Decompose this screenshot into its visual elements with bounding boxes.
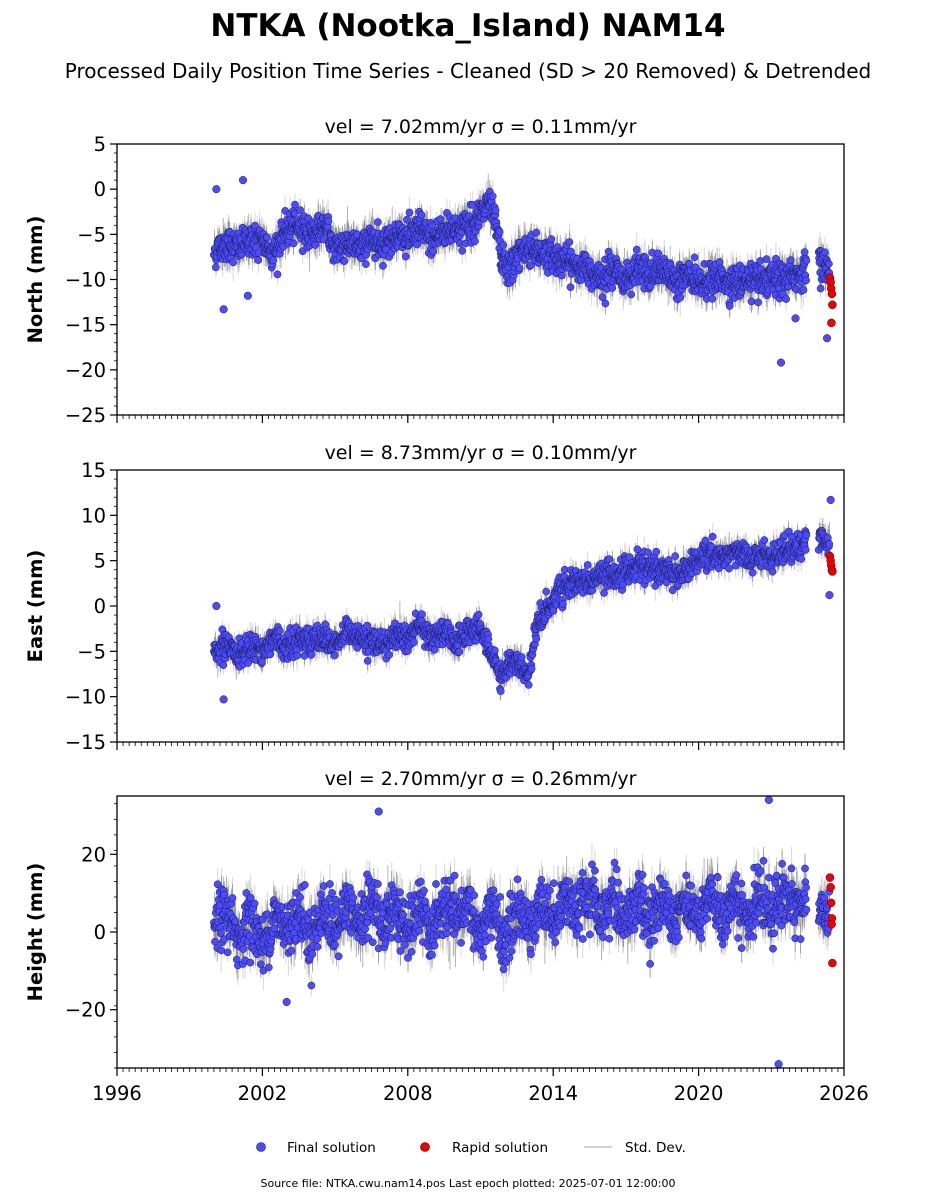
y-axis-label: North (mm)	[24, 216, 47, 344]
final-point	[291, 200, 299, 209]
final-point	[229, 258, 238, 267]
plot-area	[210, 173, 837, 367]
final-point-outlier	[822, 334, 832, 343]
final-point	[547, 235, 556, 243]
final-point	[495, 227, 504, 236]
final-point	[488, 192, 497, 201]
final-point	[429, 247, 437, 256]
final-point	[289, 239, 298, 248]
final-point	[802, 276, 810, 285]
final-point	[747, 297, 756, 306]
final-point	[379, 261, 387, 270]
final-point-outlier	[791, 314, 800, 323]
final-point	[402, 252, 410, 261]
final-point	[598, 293, 607, 302]
final-point	[601, 299, 610, 308]
final-point	[417, 211, 426, 219]
y-tick-label: −20	[65, 359, 106, 382]
final-point	[825, 260, 833, 268]
final-point	[715, 258, 724, 266]
y-tick-label: −15	[65, 314, 106, 337]
final-point	[296, 206, 304, 214]
y-tick-label: 5	[94, 133, 106, 156]
final-point	[405, 208, 414, 217]
final-point	[690, 253, 699, 262]
final-point	[273, 270, 282, 279]
final-point	[269, 256, 278, 265]
final-point	[491, 206, 500, 215]
final-point	[627, 290, 636, 299]
final-point-outlier	[776, 358, 786, 367]
final-point	[632, 245, 641, 254]
y-tick-label: 0	[94, 178, 106, 201]
final-point	[816, 284, 825, 293]
final-point	[403, 215, 411, 224]
final-point	[362, 260, 370, 268]
final-point	[263, 233, 271, 242]
final-point	[565, 238, 574, 246]
final-solution-points	[210, 176, 834, 367]
rapid-point	[828, 300, 837, 310]
rapid-point	[827, 318, 836, 328]
final-point	[762, 255, 771, 263]
final-point	[290, 209, 299, 218]
final-point	[725, 302, 734, 310]
final-point	[676, 293, 685, 302]
final-point	[499, 241, 508, 249]
figure-title: NTKA (Nootka_Island) NAM14	[210, 8, 725, 44]
panel-title: vel = 7.02mm/yr σ = 0.11mm/yr	[325, 116, 637, 138]
final-point	[567, 247, 575, 256]
final-point-outlier	[212, 185, 221, 194]
final-point	[654, 249, 662, 258]
final-point-outlier	[238, 176, 248, 185]
final-point	[799, 286, 808, 294]
final-point	[471, 237, 479, 246]
y-tick-label: −5	[77, 223, 106, 246]
final-point	[311, 241, 320, 249]
y-tick-label: −10	[65, 269, 106, 292]
final-point-outlier	[219, 305, 228, 314]
final-point	[800, 248, 809, 256]
final-point	[786, 256, 795, 264]
panel-title: vel = 8.73mm/yr σ = 0.10mm/yr	[325, 442, 637, 464]
final-point	[515, 264, 524, 273]
y-axis-label: East (mm)	[24, 550, 47, 663]
final-point	[557, 271, 566, 280]
rapid-solution-points	[825, 273, 837, 328]
final-point	[458, 246, 467, 255]
final-point	[324, 217, 333, 226]
final-point	[566, 283, 575, 292]
final-point	[340, 257, 349, 265]
final-point	[821, 248, 829, 257]
final-point	[436, 215, 445, 223]
final-point	[413, 240, 421, 249]
final-point	[802, 256, 811, 265]
final-point-outlier	[243, 291, 252, 300]
final-point	[532, 228, 541, 237]
final-point	[254, 256, 263, 264]
figure-subtitle: Processed Daily Position Time Series - C…	[65, 59, 871, 83]
final-point	[374, 218, 382, 226]
rapid-point	[827, 289, 837, 299]
plot-area	[210, 495, 837, 704]
final-point	[608, 284, 617, 292]
y-tick-label: −25	[65, 404, 106, 427]
final-point	[782, 295, 790, 303]
final-point	[754, 298, 762, 307]
final-point	[708, 294, 717, 303]
final-point	[211, 263, 220, 272]
